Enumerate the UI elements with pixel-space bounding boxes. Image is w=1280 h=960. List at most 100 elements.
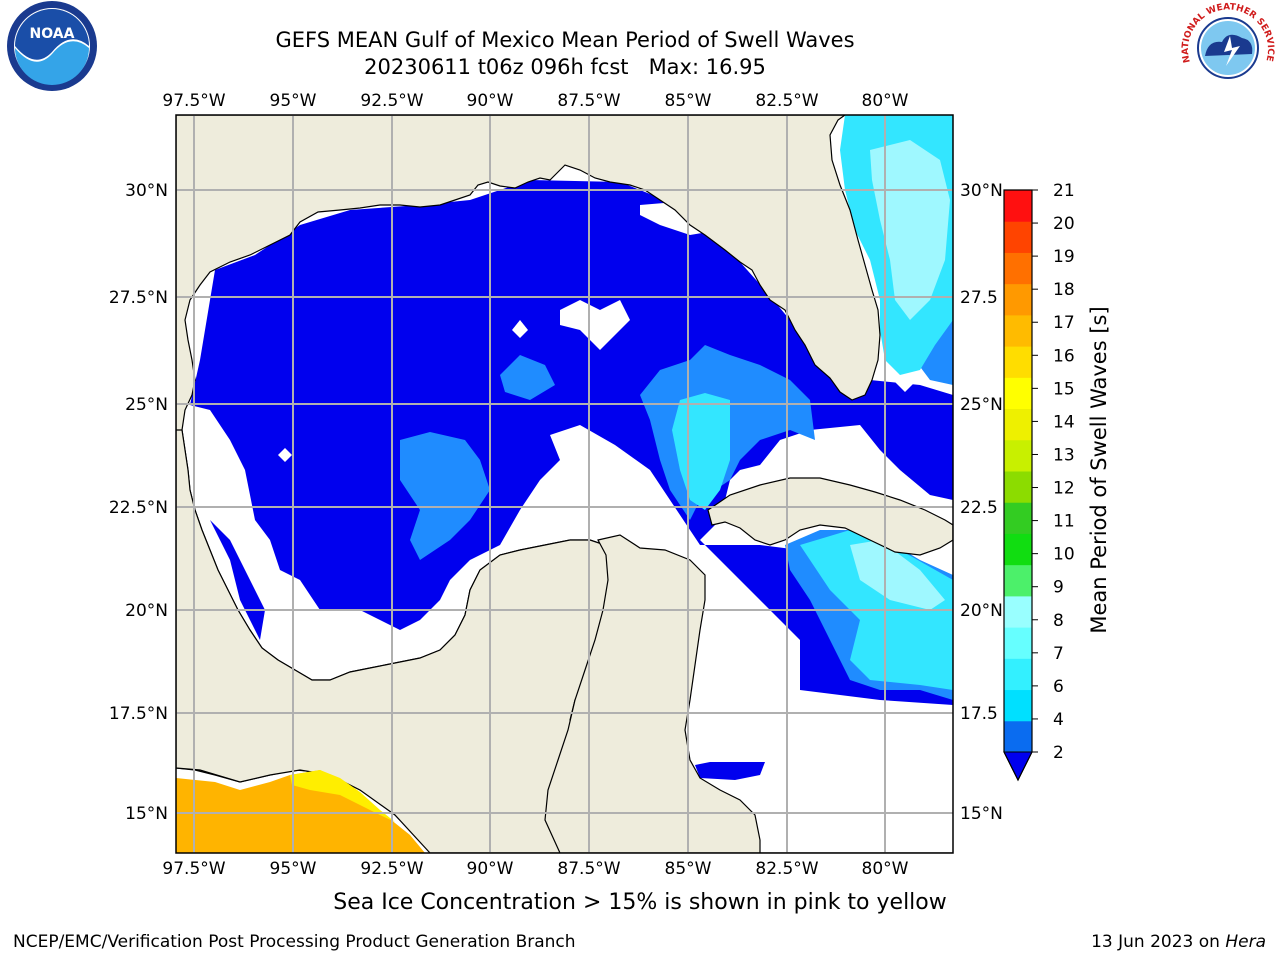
lat-label: 25°N — [125, 395, 168, 415]
colorbar-tick-label: 19 — [1053, 247, 1075, 267]
swell-field-6-8-fl — [870, 140, 950, 320]
lat-label: 30°N — [125, 181, 168, 201]
lon-label: 85°W — [665, 91, 712, 111]
colorbar-segment — [1004, 502, 1032, 534]
ice-field-yellow — [290, 770, 395, 822]
lat-label: 22.5°N — [109, 498, 168, 518]
lon-label: 95°W — [270, 859, 317, 879]
colorbar-segment — [1004, 658, 1032, 691]
lon-label: 85°W — [665, 859, 712, 879]
colorbar: 2 4 6 7 8 9 10 11 12 13 14 15 16 17 18 19 20 21 — [1003, 181, 1075, 782]
colorbar-tick-label: 2 — [1053, 743, 1064, 763]
colorbar-segment — [1004, 252, 1032, 285]
lat-label: 25°N — [960, 395, 1003, 415]
lat-label: 15°N — [125, 804, 168, 824]
colorbar-segment — [1004, 283, 1032, 316]
land-cuba — [707, 477, 953, 556]
noaa-logo: NOAA — [7, 1, 97, 91]
lon-label: 90°W — [467, 91, 514, 111]
credit-right: 13 Jun 2023 on Hera — [1091, 932, 1266, 952]
colorbar-segment — [1004, 221, 1032, 253]
lat-label: 15°N — [960, 804, 1003, 824]
lat-label: 20°N — [960, 601, 1003, 621]
colorbar-tick-label: 7 — [1053, 644, 1064, 664]
colorbar-tick-label: 13 — [1053, 445, 1075, 465]
lon-label: 82.5°W — [755, 859, 818, 879]
lat-label: 27.5 — [960, 288, 998, 308]
colorbar-tick-label: 14 — [1053, 412, 1075, 432]
lon-label: 87.5°W — [557, 91, 620, 111]
colorbar-tick-label: 8 — [1053, 611, 1064, 631]
lon-label: 95°W — [270, 91, 317, 111]
lon-label: 92.5°W — [360, 859, 423, 879]
colorbar-segment — [1004, 439, 1032, 472]
lon-label: 80°W — [862, 91, 909, 111]
colorbar-segment — [1004, 471, 1032, 503]
colorbar-tick-label: 12 — [1053, 479, 1075, 499]
colorbar-segment — [1004, 314, 1032, 347]
lat-label: 17.5°N — [109, 704, 168, 724]
colorbar-tick-label: 21 — [1053, 181, 1075, 201]
colorbar-segment — [1004, 190, 1032, 222]
colorbar-segment — [1004, 689, 1032, 722]
colorbar-tick-label: 6 — [1053, 677, 1064, 697]
ice-field-orange — [176, 770, 425, 853]
map-title: GEFS MEAN Gulf of Mexico Mean Period of … — [275, 28, 855, 52]
swell-field-2-4-mid — [500, 355, 555, 400]
colorbar-segment — [1004, 346, 1032, 378]
nws-logo: NATIONAL WEATHER SERVICE — [1181, 1, 1275, 95]
swell-field-2-4-west — [400, 432, 490, 560]
colorbar-label: Mean Period of Swell Waves [s] — [1087, 306, 1111, 633]
swell-field-6-8-se — [850, 540, 945, 610]
colorbar-tick-label: 11 — [1053, 512, 1075, 532]
noaa-logo-text: NOAA — [30, 26, 75, 42]
lat-label: 27.5°N — [109, 288, 168, 308]
lat-label: 22.5 — [960, 498, 998, 518]
colorbar-segment — [1004, 533, 1032, 566]
map-subtitle: 20230611 t06z 096h fcst Max: 16.95 — [364, 55, 766, 79]
colorbar-segment — [1004, 627, 1032, 659]
colorbar-tick-label: 4 — [1053, 710, 1064, 730]
colorbar-segment — [1004, 564, 1032, 597]
colorbar-tick-label: 16 — [1053, 346, 1075, 366]
lon-label: 92.5°W — [360, 91, 423, 111]
lon-label: 87.5°W — [557, 859, 620, 879]
colorbar-tick-label: 15 — [1053, 379, 1075, 399]
lon-label: 97.5°W — [162, 91, 225, 111]
lon-label: 82.5°W — [755, 91, 818, 111]
credit-date: 13 Jun 2023 on — [1091, 932, 1226, 952]
colorbar-segment — [1004, 377, 1032, 410]
colorbar-tick-label: 18 — [1053, 280, 1075, 300]
lon-label: 90°W — [467, 859, 514, 879]
colorbar-frame — [1003, 189, 1033, 782]
lat-label: 20°N — [125, 601, 168, 621]
map-frame — [175, 114, 954, 854]
lat-label: 30°N — [960, 181, 1003, 201]
ice-note: Sea Ice Concentration > 15% is shown in … — [333, 890, 947, 915]
lat-labels-right: 30°N 27.5 25°N 22.5 20°N 17.5 15°N — [960, 181, 1003, 824]
swell-field-4-6 — [672, 393, 730, 510]
swell-field-lowest-south — [695, 762, 765, 780]
lon-label: 97.5°W — [162, 859, 225, 879]
land-yucatan — [544, 534, 761, 853]
lat-label: 17.5 — [960, 704, 998, 724]
map-area — [176, 115, 953, 853]
colorbar-tick-label: 17 — [1053, 313, 1075, 333]
lat-gridlines — [176, 189, 953, 814]
colorbar-segment — [1004, 595, 1032, 628]
colorbar-segment — [1004, 720, 1032, 753]
colorbar-under-arrow — [1003, 751, 1033, 782]
credit-host: Hera — [1225, 932, 1266, 952]
colorbar-tick-label: 9 — [1053, 578, 1064, 598]
colorbar-tick-label: 10 — [1053, 545, 1075, 565]
swell-field-lowest — [190, 180, 953, 705]
lon-gridlines — [193, 115, 886, 853]
lon-labels-bottom: 97.5°W 95°W 92.5°W 90°W 87.5°W 85°W 82.5… — [162, 859, 908, 879]
lat-labels-left: 30°N 27.5°N 25°N 22.5°N 20°N 17.5°N 15°N — [109, 181, 168, 824]
swell-field-2-4-fl — [915, 320, 953, 385]
lon-label: 80°W — [862, 859, 909, 879]
colorbar-tick-label: 20 — [1053, 214, 1075, 234]
lon-labels-top: 97.5°W 95°W 92.5°W 90°W 87.5°W 85°W 82.5… — [162, 91, 908, 111]
credit-left: NCEP/EMC/Verification Post Processing Pr… — [13, 932, 576, 952]
